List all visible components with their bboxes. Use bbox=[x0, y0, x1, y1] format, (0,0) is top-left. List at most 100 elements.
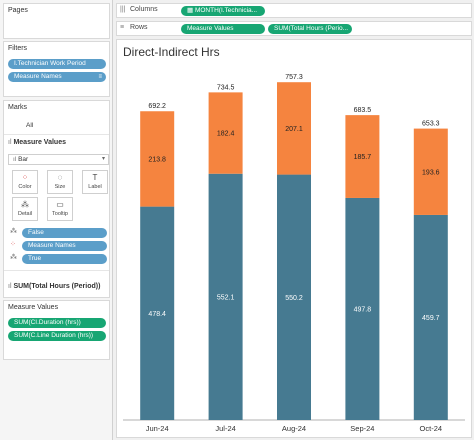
bar-segment-bottom bbox=[208, 173, 243, 420]
label-button[interactable]: T Label bbox=[82, 170, 108, 194]
columns-shelf[interactable]: ||| Columns ▦ MONTH(I.Technicia... bbox=[116, 3, 472, 18]
filter-pill-work-period[interactable]: I.Technician Work Period bbox=[8, 59, 106, 69]
detail-button[interactable]: ⁂ Detail bbox=[12, 197, 38, 221]
data-label-bottom: 552.1 bbox=[217, 294, 235, 301]
x-tick-label: Jun-24 bbox=[146, 424, 169, 433]
marks-pill-true[interactable]: True bbox=[22, 254, 107, 264]
columns-shelf-label: ||| Columns bbox=[120, 6, 158, 13]
data-label-total: 692.2 bbox=[148, 103, 166, 110]
label-label: Label bbox=[88, 184, 102, 190]
detail-field-icon: ⁂ bbox=[10, 254, 17, 261]
marks-all-tab[interactable]: All bbox=[26, 122, 34, 129]
data-label-top: 185.7 bbox=[354, 154, 372, 161]
tooltip-label: Tooltip bbox=[52, 211, 68, 217]
marks-pill-label: True bbox=[28, 255, 42, 262]
x-tick-label: Oct-24 bbox=[420, 424, 443, 433]
marks-pill-measure-names[interactable]: Measure Names bbox=[22, 241, 107, 251]
filter-pill-label: I.Technician Work Period bbox=[14, 60, 86, 67]
tooltip-button[interactable]: ▭ Tooltip bbox=[47, 197, 73, 221]
left-pane: Pages Filters I.Technician Work Period M… bbox=[0, 0, 113, 440]
label-T-icon: T bbox=[92, 173, 98, 182]
rows-pill-total-hours[interactable]: SUM(Total Hours (Perio... bbox=[268, 24, 352, 34]
bar-segment-bottom bbox=[277, 174, 311, 420]
filters-title: Filters bbox=[8, 45, 28, 52]
stacked-bar-chart: 478.4 213.8 692.2 Jun-24 552.1 182.4 734.5 Jul-… bbox=[123, 74, 465, 433]
calendar-icon: ▦ bbox=[187, 7, 195, 14]
rows-shelf[interactable]: ≡ Rows Measure Values SUM(Total Hours (Pe… bbox=[116, 21, 472, 36]
marks-pill-label: Measure Names bbox=[28, 242, 76, 249]
filters-card[interactable]: Filters I.Technician Work Period Measure… bbox=[3, 41, 110, 97]
rows-label-text: Rows bbox=[130, 24, 148, 31]
bar-segment-top bbox=[208, 92, 243, 174]
chart-view: Direct-Indirect Hrs 478.4 213.8 692.2 Jun-2… bbox=[116, 39, 472, 438]
bar-segment-top bbox=[277, 82, 311, 175]
data-label-bottom: 459.7 bbox=[422, 315, 440, 322]
rows-pill-label: Measure Values bbox=[187, 25, 234, 32]
columns-icon: ||| bbox=[120, 6, 126, 13]
marks-tab-label: Measure Values bbox=[13, 139, 66, 146]
data-label-total: 683.5 bbox=[354, 107, 372, 114]
data-label-total: 757.3 bbox=[285, 74, 303, 81]
data-label-top: 207.1 bbox=[285, 126, 303, 133]
marks-measure-values-tab[interactable]: ıl Measure Values bbox=[8, 139, 66, 146]
measure-values-title: Measure Values bbox=[8, 304, 59, 311]
measure-values-card: Measure Values SUM(CI.Duration (hrs)) SU… bbox=[3, 300, 110, 360]
bar-chart-icon: ıl bbox=[8, 139, 14, 146]
pages-card[interactable]: Pages bbox=[3, 3, 110, 39]
data-label-total: 734.5 bbox=[217, 84, 235, 91]
sort-icon: ≡ bbox=[98, 74, 102, 80]
bar-icon: ıl bbox=[13, 156, 19, 163]
data-label-total: 653.3 bbox=[422, 121, 440, 128]
x-tick-label: Sep-24 bbox=[350, 424, 374, 433]
bar-segment-bottom bbox=[140, 206, 175, 420]
chart-title: Direct-Indirect Hrs bbox=[123, 45, 220, 59]
bar-segment-bottom bbox=[413, 214, 448, 420]
data-label-bottom: 478.4 bbox=[148, 311, 166, 318]
divider bbox=[4, 134, 109, 135]
mark-type-value: Bar bbox=[18, 156, 29, 163]
data-label-top: 182.4 bbox=[217, 131, 235, 138]
detail-label: Detail bbox=[17, 211, 33, 217]
bar-segment-bottom bbox=[345, 197, 380, 420]
marks-tab-label: SUM(Total Hours (Period)) bbox=[13, 283, 101, 290]
columns-label-text: Columns bbox=[130, 6, 158, 13]
size-label: Size bbox=[54, 184, 66, 190]
marks-pill-false[interactable]: False bbox=[22, 228, 107, 238]
bar-chart-icon: ıl bbox=[8, 283, 14, 290]
color-label: Color bbox=[18, 184, 32, 190]
measure-pill-label: SUM(C.Line Duration (hrs)) bbox=[14, 332, 94, 339]
data-label-top: 213.8 bbox=[148, 156, 166, 163]
filter-pill-label: Measure Names bbox=[14, 73, 62, 80]
bar-segment-top bbox=[413, 128, 448, 215]
data-label-bottom: 497.8 bbox=[354, 306, 372, 313]
measure-pill-label: SUM(CI.Duration (hrs)) bbox=[14, 319, 81, 326]
marks-sum-tab[interactable]: ıl SUM(Total Hours (Period)) bbox=[8, 283, 100, 290]
data-label-bottom: 550.2 bbox=[285, 295, 303, 302]
size-button[interactable]: ◌ Size bbox=[47, 170, 73, 194]
rows-pill-measure-values[interactable]: Measure Values bbox=[181, 24, 265, 34]
detail-icon: ⁂ bbox=[21, 200, 29, 209]
size-icon: ◌ bbox=[57, 173, 63, 182]
color-palette-icon: ⁘ bbox=[21, 173, 29, 182]
rows-pill-label: SUM(Total Hours (Perio... bbox=[274, 25, 349, 32]
tooltip-icon: ▭ bbox=[56, 200, 64, 209]
columns-pill-month[interactable]: ▦ MONTH(I.Technicia... bbox=[181, 6, 265, 16]
rows-icon: ≡ bbox=[120, 24, 125, 31]
marks-title: Marks bbox=[8, 104, 28, 111]
x-tick-label: Jul-24 bbox=[215, 424, 235, 433]
mark-type-dropdown[interactable]: ıl Bar ▾ bbox=[8, 154, 109, 165]
columns-pill-label: MONTH(I.Technicia... bbox=[194, 7, 258, 14]
marks-pill-label: False bbox=[28, 229, 44, 236]
divider bbox=[4, 270, 109, 271]
color-button[interactable]: ⁘ Color bbox=[12, 170, 38, 194]
marks-card: Marks All ıl Measure Values ıl Bar ▾ ⁘ C… bbox=[3, 100, 110, 298]
pages-title: Pages bbox=[8, 7, 28, 14]
color-field-icon: ⁘ bbox=[10, 241, 16, 248]
measure-pill-line-duration[interactable]: SUM(C.Line Duration (hrs)) bbox=[8, 331, 106, 341]
data-label-top: 193.6 bbox=[422, 169, 440, 176]
x-tick-label: Aug-24 bbox=[282, 424, 306, 433]
measure-pill-ci-duration[interactable]: SUM(CI.Duration (hrs)) bbox=[8, 318, 106, 328]
filter-pill-measure-names[interactable]: Measure Names ≡ bbox=[8, 72, 106, 82]
detail-field-icon: ⁂ bbox=[10, 228, 17, 235]
